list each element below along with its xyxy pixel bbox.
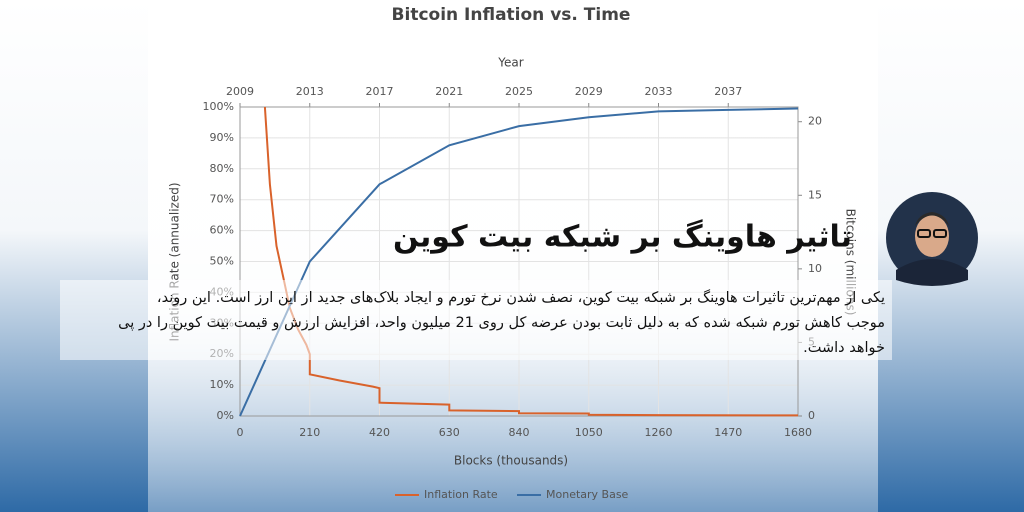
x2-tick-label: 2025 bbox=[505, 85, 533, 98]
y2-tick-label: 20 bbox=[808, 115, 822, 128]
y-tick-label: 90% bbox=[210, 131, 234, 144]
y2-tick-label: 0 bbox=[808, 409, 815, 422]
avatar-glasses bbox=[917, 229, 931, 238]
y-tick-label: 50% bbox=[210, 255, 234, 268]
series-line bbox=[239, 107, 799, 417]
text-backdrop bbox=[60, 280, 892, 360]
overlay-body: یکی از مهم‌ترین تاثیرات هاوینگ بر شبکه ب… bbox=[118, 288, 885, 356]
x2-tick-label: 2037 bbox=[714, 85, 742, 98]
x-tick-label: 1680 bbox=[784, 426, 812, 439]
overlay-body-line: موجب کاهش تورم شبکه شده که به دلیل ثابت … bbox=[118, 315, 885, 331]
x2-tick-label: 2029 bbox=[575, 85, 603, 98]
x-tick-label: 840 bbox=[509, 426, 530, 439]
legend-label: Inflation Rate bbox=[424, 488, 498, 501]
y-tick-label: 80% bbox=[210, 162, 234, 175]
x2-tick-label: 2017 bbox=[366, 85, 394, 98]
y-tick-label: 10% bbox=[210, 378, 234, 391]
x-axis-title: Blocks (thousands) bbox=[454, 454, 568, 468]
x2-tick-label: 2013 bbox=[296, 85, 324, 98]
legend-label: Monetary Base bbox=[546, 488, 629, 501]
y-tick-label: 60% bbox=[210, 224, 234, 237]
overlay-body-line: خواهد داشت. bbox=[803, 340, 885, 356]
y2-tick-label: 15 bbox=[808, 188, 822, 201]
plot-frame bbox=[239, 106, 799, 417]
x-tick-label: 1470 bbox=[714, 426, 742, 439]
avatar-suit bbox=[896, 259, 968, 286]
y-tick-label: 100% bbox=[203, 100, 234, 113]
x-tick-label: 210 bbox=[299, 426, 320, 439]
x2-tick-label: 2021 bbox=[435, 85, 463, 98]
x-tick-label: 1050 bbox=[575, 426, 603, 439]
x2-tick-label: 2009 bbox=[226, 85, 254, 98]
x-tick-label: 0 bbox=[237, 426, 244, 439]
x-tick-label: 1260 bbox=[645, 426, 673, 439]
overlay-body-line: یکی از مهم‌ترین تاثیرات هاوینگ بر شبکه ب… bbox=[157, 288, 885, 306]
x-tick-label: 630 bbox=[439, 426, 460, 439]
x2-tick-label: 2033 bbox=[645, 85, 673, 98]
overlay-title: تاثیر هاوینگ بر شبکه بیت کوین bbox=[393, 219, 852, 255]
chart-panel bbox=[148, 0, 878, 512]
x2-axis-title: Year bbox=[497, 56, 523, 70]
avatar-hair bbox=[915, 212, 949, 226]
avatar-glasses bbox=[933, 229, 947, 238]
x-tick-label: 420 bbox=[369, 426, 390, 439]
y2-tick-label: 10 bbox=[808, 262, 822, 275]
y-tick-label: 70% bbox=[210, 193, 234, 206]
y-tick-label: 0% bbox=[217, 409, 234, 422]
avatar-face bbox=[915, 215, 949, 257]
chart-title: Bitcoin Inflation vs. Time bbox=[392, 5, 631, 25]
avatar bbox=[886, 192, 978, 286]
